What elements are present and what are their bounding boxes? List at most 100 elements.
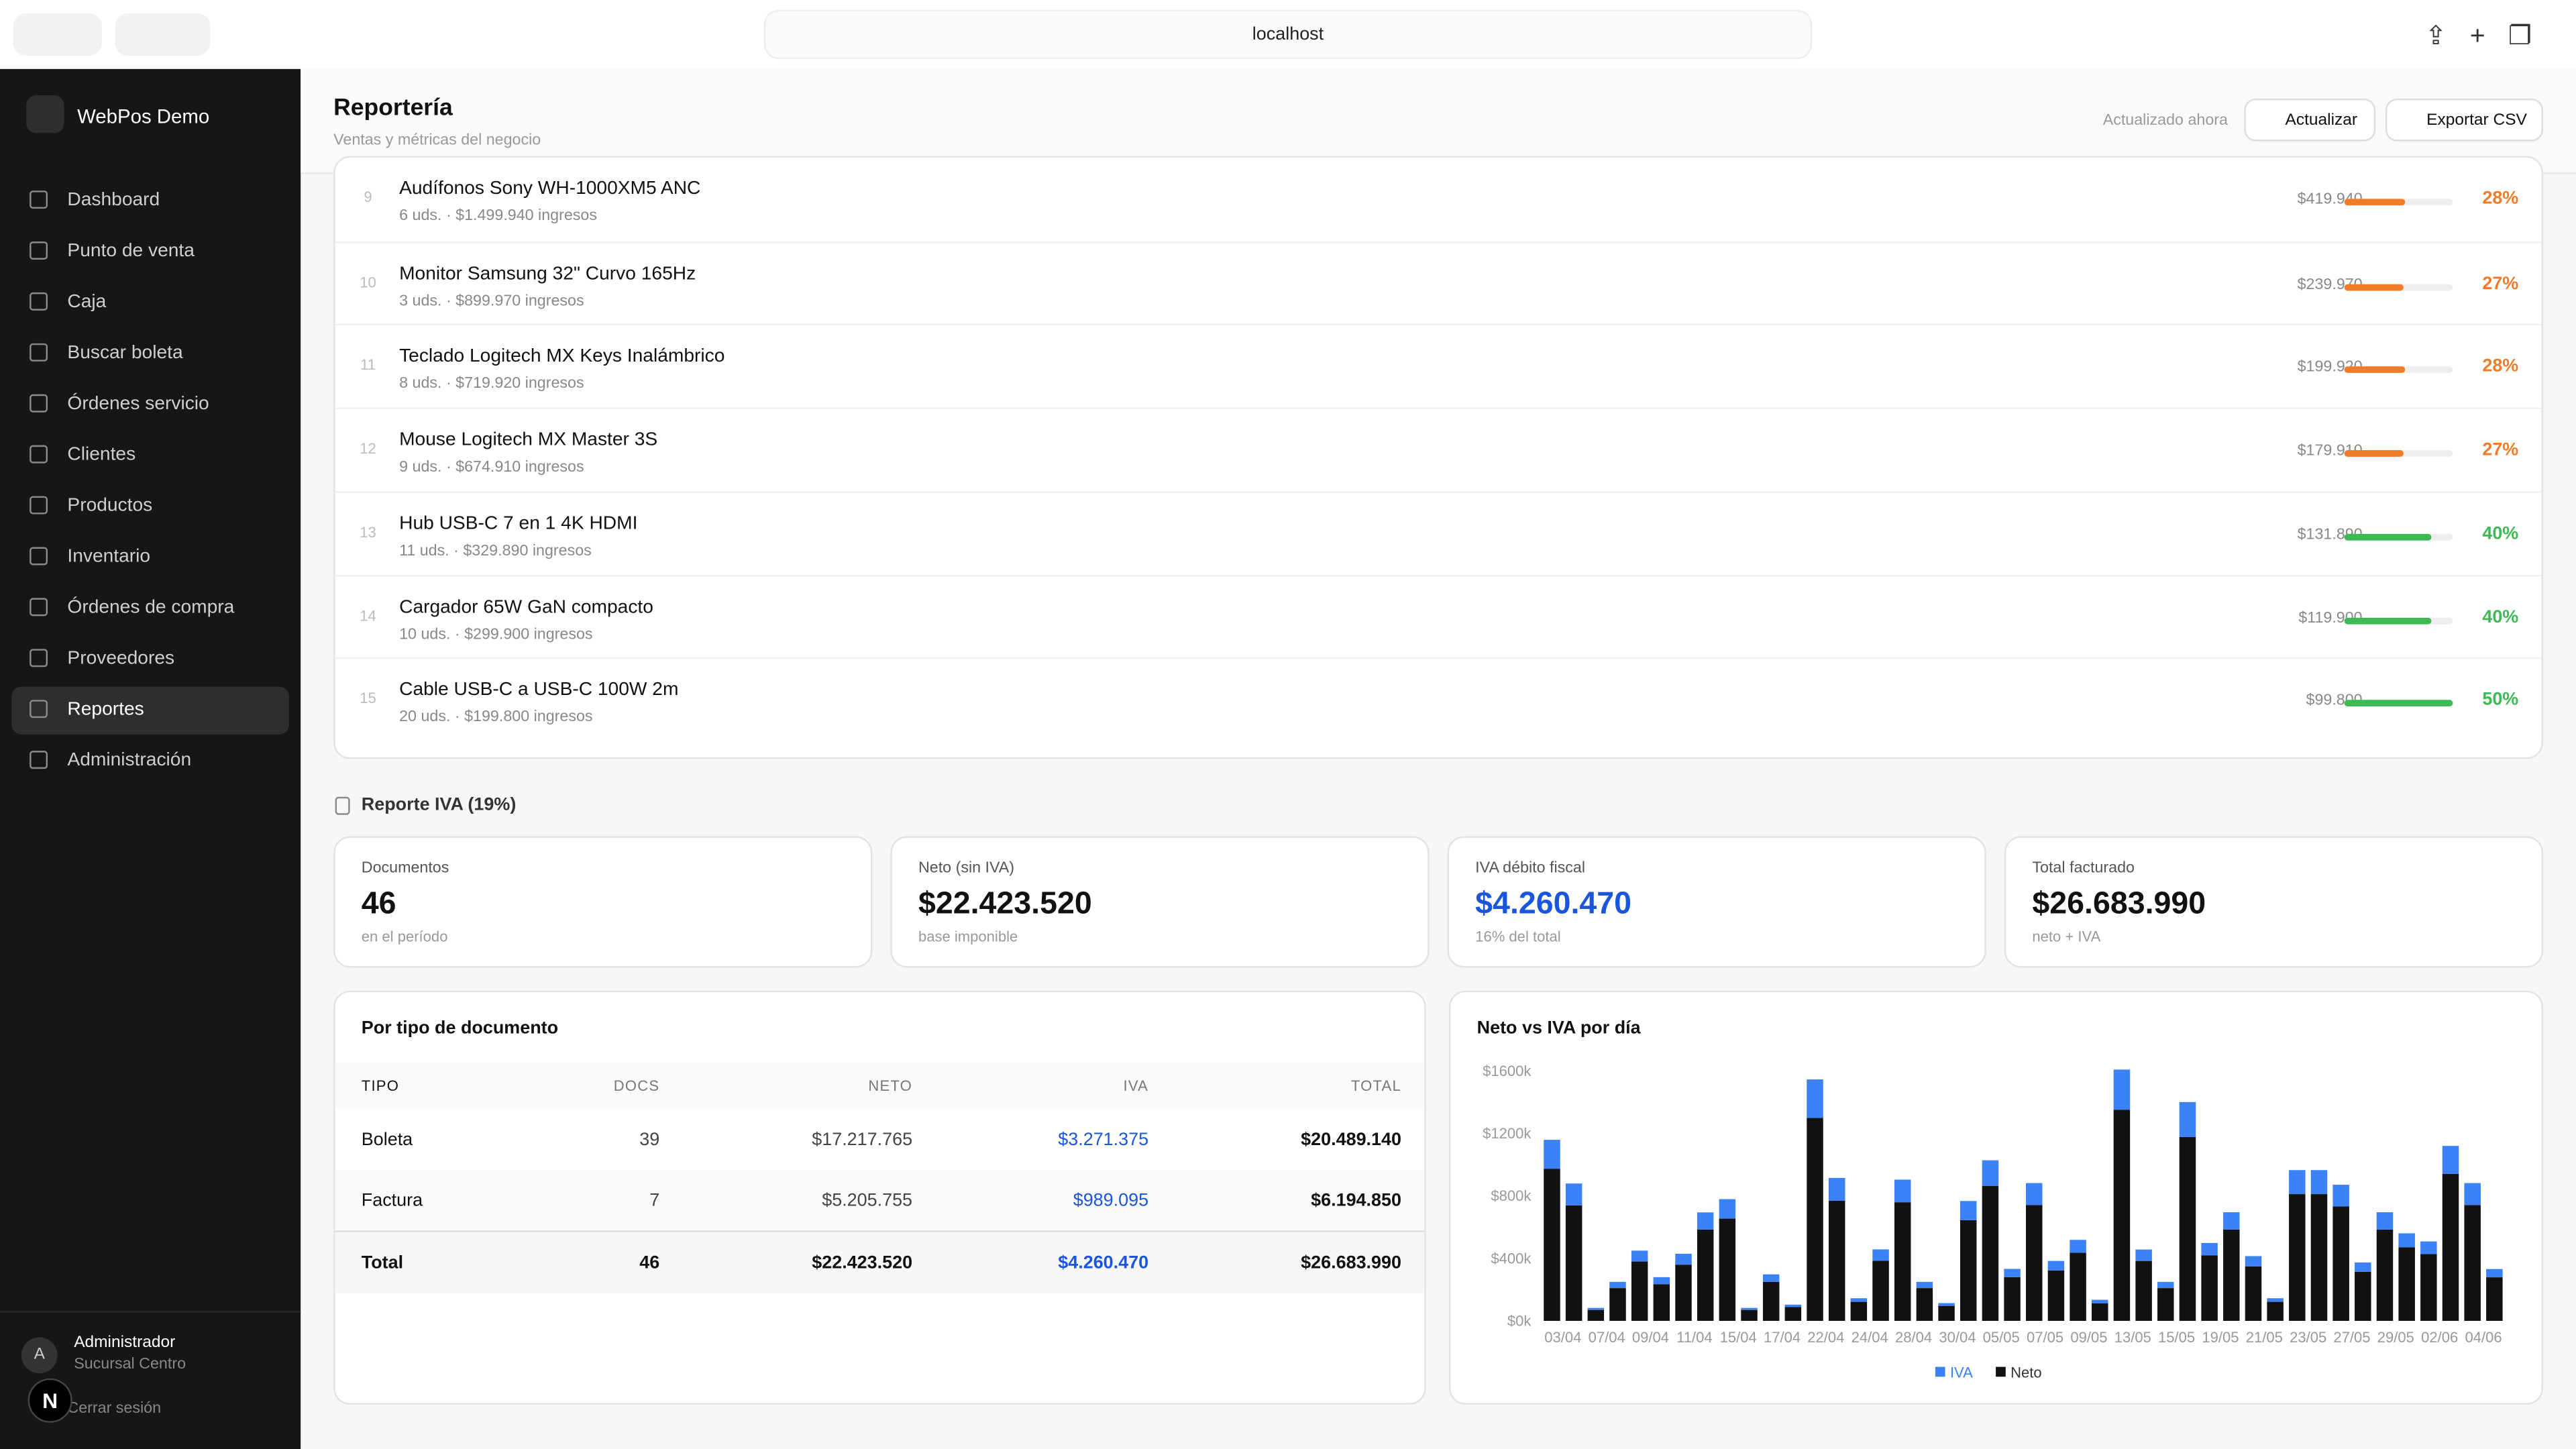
bar-segment xyxy=(1960,1220,1977,1321)
user-branch: Sucursal Centro xyxy=(74,1355,186,1374)
kpi-label: IVA débito fiscal xyxy=(1475,859,1585,877)
bar-segment xyxy=(1565,1205,1582,1321)
cell: Factura xyxy=(335,1169,523,1232)
nav-item[interactable]: Productos xyxy=(11,483,289,531)
bar-segment xyxy=(1872,1249,1889,1261)
bar-segment xyxy=(1587,1307,1605,1310)
kpi-note: en el período xyxy=(361,928,448,945)
product-name: Mouse Logitech MX Master 3S xyxy=(399,430,658,451)
bar-segment xyxy=(2070,1252,2086,1321)
bar-segment xyxy=(2201,1242,2218,1256)
nav-item[interactable]: Inventario xyxy=(11,534,289,582)
divider xyxy=(0,1311,301,1313)
nav-label: Inventario xyxy=(67,547,151,567)
bar-segment xyxy=(2026,1205,2043,1321)
nav-item[interactable]: Punto de venta xyxy=(11,228,289,276)
cell: 7 xyxy=(523,1169,686,1232)
bar-segment xyxy=(1828,1200,1845,1321)
bar-segment xyxy=(2047,1260,2065,1271)
bar-segment xyxy=(1938,1305,1955,1321)
nav-label: Reportes xyxy=(67,700,144,720)
bar-segment xyxy=(2113,1110,2131,1321)
bar-segment xyxy=(2245,1266,2262,1321)
margin-track xyxy=(2344,283,2453,290)
bar-segment xyxy=(2310,1170,2328,1195)
nav-label: Órdenes de compra xyxy=(67,598,235,618)
product-row: 13 Hub USB-C 7 en 1 4K HDMI 11 uds. · $329… xyxy=(335,490,2542,576)
bar-segment xyxy=(2179,1136,2196,1321)
nav-item[interactable]: Proveedores xyxy=(11,636,289,684)
bar-segment xyxy=(1609,1288,1626,1321)
url-bar[interactable]: localhost xyxy=(765,11,1811,58)
nav-icon xyxy=(30,751,48,769)
nav-label: Clientes xyxy=(67,445,136,466)
y-tick-label: $400k xyxy=(1491,1250,1532,1267)
nav-label: Buscar boleta xyxy=(67,343,183,364)
bar-segment xyxy=(2376,1212,2394,1230)
nav-item[interactable]: Reportes xyxy=(11,686,290,735)
margin-pct: 40% xyxy=(2482,606,2519,627)
cell: $22.423.520 xyxy=(686,1230,939,1293)
bar-segment xyxy=(1960,1201,1977,1220)
export-button[interactable]: Exportar CSV xyxy=(2385,98,2544,142)
product-detail: 10 uds. · $299.900 ingresos xyxy=(399,625,593,643)
cell: $17.217.765 xyxy=(812,1129,913,1150)
nav-item[interactable]: Caja xyxy=(11,279,289,327)
section-title: Reporte IVA (19%) xyxy=(361,795,517,815)
nav-item[interactable]: Órdenes servicio xyxy=(11,381,289,429)
cell: 46 xyxy=(523,1230,686,1293)
bar-segment xyxy=(2398,1233,2415,1248)
bar-segment xyxy=(1741,1307,1758,1310)
x-tick-label: 24/04 xyxy=(1851,1329,1888,1346)
sidebar-toggle[interactable] xyxy=(13,13,102,56)
nav-item[interactable]: Administración xyxy=(11,738,289,786)
nav-item[interactable]: Clientes xyxy=(11,432,289,480)
margin-pct: 28% xyxy=(2482,189,2519,209)
chart-title: Neto vs IVA por día xyxy=(1477,1018,1641,1038)
legend-label: Neto xyxy=(2010,1364,2042,1381)
bar-segment xyxy=(1719,1218,1736,1321)
bar-segment xyxy=(1762,1274,1780,1282)
cell: $6.194.850 xyxy=(1175,1169,1425,1232)
nav-item[interactable]: Buscar boleta xyxy=(11,330,289,378)
refresh-button[interactable]: Actualizar xyxy=(2244,98,2376,142)
nav-item[interactable]: Dashboard xyxy=(11,177,289,225)
margin-track xyxy=(2344,700,2453,707)
page-title: Reportería xyxy=(333,95,453,122)
rank: 12 xyxy=(360,440,376,458)
rank: 13 xyxy=(360,523,376,541)
legend-label: IVA xyxy=(1950,1364,1973,1381)
product-name: Audífonos Sony WH-1000XM5 ANC xyxy=(399,178,701,199)
logout[interactable]: Cerrar sesión xyxy=(67,1399,162,1418)
nav-item[interactable]: Órdenes de compra xyxy=(11,585,289,633)
margin-bar xyxy=(2344,283,2403,290)
toolbar-actions[interactable]: ⇪+❐ xyxy=(2424,23,2555,51)
report-icon xyxy=(335,796,350,815)
margin-pct: 50% xyxy=(2482,690,2519,710)
kpi-value: $22.423.520 xyxy=(918,887,1092,922)
bar-segment xyxy=(1653,1284,1670,1321)
nav-buttons[interactable] xyxy=(115,13,211,56)
bar-segment xyxy=(2486,1269,2503,1278)
x-tick-label: 22/04 xyxy=(1807,1329,1844,1346)
y-tick-label: $1200k xyxy=(1483,1125,1532,1142)
kpi-note: neto + IVA xyxy=(2032,928,2101,945)
dev-badge[interactable]: N xyxy=(28,1378,72,1423)
avatar: A xyxy=(21,1337,58,1374)
updated-status: Actualizado ahora xyxy=(2102,111,2228,130)
bar-segment xyxy=(2092,1299,2108,1303)
bar-segment xyxy=(1872,1260,1889,1321)
cell: 39 xyxy=(639,1129,660,1150)
bar-segment xyxy=(2157,1288,2174,1321)
x-tick-label: 19/05 xyxy=(2202,1329,2239,1346)
rank: 10 xyxy=(360,274,376,290)
legend-swatch xyxy=(1935,1366,1945,1377)
bar-segment xyxy=(1587,1309,1605,1321)
x-tick-label: 05/05 xyxy=(1983,1329,2020,1346)
bar-segment xyxy=(2289,1170,2306,1195)
bar-segment xyxy=(1982,1160,1999,1186)
sidebar: WebPos Demo A Administrador Sucursal Cen… xyxy=(0,68,301,1449)
x-tick-label: 29/05 xyxy=(2377,1329,2414,1346)
cell: $5.205.755 xyxy=(686,1169,939,1232)
page-subtitle: Ventas y métricas del negocio xyxy=(333,131,541,150)
